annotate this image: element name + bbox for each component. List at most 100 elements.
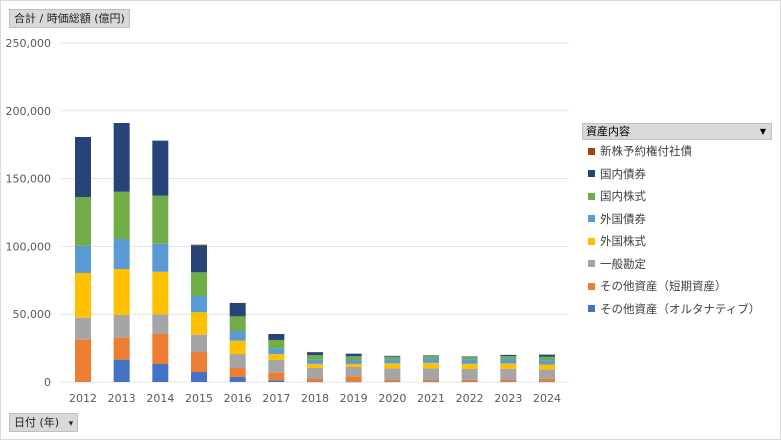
x-tick-label: 2018 [301, 392, 329, 405]
bar-segment-2013-s3 [113, 269, 130, 316]
bar-segment-2022-s0 [461, 381, 478, 383]
bar-segment-2020-s5 [384, 356, 401, 360]
bar-segment-2024-s6 [539, 354, 555, 357]
bar-segment-2015-s2 [191, 334, 207, 353]
bar-segment-2023-s4 [500, 358, 517, 364]
value-field-label: 合計 / 時価総額 (億円) [14, 12, 125, 25]
bar-segment-2013-s0 [113, 359, 130, 382]
bar-segment-2018-s2 [307, 367, 323, 379]
bar-segment-2022-s6 [461, 356, 478, 358]
bar-segment-2023-s5 [500, 356, 517, 359]
bar-segment-2021-s1 [423, 379, 439, 382]
bar-segment-2014-s5 [152, 195, 169, 244]
bar-segment-2016-s4 [229, 331, 246, 341]
bar-segment-2013-s2 [113, 315, 130, 338]
legend-swatch [588, 147, 595, 155]
bar-segment-2017-s4 [268, 348, 285, 355]
bar-segment-2012-s3 [75, 272, 91, 318]
bar-segment-2020-s0 [384, 381, 401, 383]
bar-segment-2017-s6 [268, 333, 285, 340]
y-tick-label: 50,000 [13, 308, 52, 321]
legend-swatch [588, 282, 595, 290]
bar-segment-2024-s1 [539, 378, 555, 382]
x-tick-label: 2017 [262, 392, 290, 405]
bar-segment-2016-s2 [229, 354, 246, 369]
bar-segment-2023-s3 [500, 363, 517, 369]
bar-segment-2016-s3 [229, 340, 246, 355]
bar-segment-2020-s2 [384, 368, 401, 380]
bar-segment-2023-s6 [500, 354, 517, 357]
x-tick-label: 2012 [69, 392, 97, 405]
axis-field-button[interactable]: 日付 (年) ▾ [9, 413, 79, 432]
bar-segment-2014-s1 [152, 333, 169, 364]
y-tick-label: 0 [44, 376, 51, 389]
bar-segment-2023-s2 [500, 368, 517, 380]
bar-segment-2017-s5 [268, 339, 285, 349]
legend-label: 外国株式 [600, 234, 646, 249]
legend-swatch [588, 305, 595, 313]
chevron-down-icon: ▾ [68, 419, 74, 429]
bar-segment-2018-s3 [307, 363, 323, 368]
x-tick-label: 2016 [224, 392, 252, 405]
legend-field-button[interactable]: 資産内容 ▼ [582, 123, 772, 140]
bar-segment-2015-s0 [191, 371, 207, 382]
legend-swatch [588, 260, 595, 268]
bar-segment-2017-s3 [268, 354, 285, 361]
legend-item[interactable]: 新株予約権付社債 [582, 140, 772, 163]
bar-segment-2018-s0 [307, 381, 323, 383]
legend-item[interactable]: その他資産（短期資産） [582, 275, 772, 298]
bar-segment-2014-s4 [152, 243, 169, 272]
bar-segment-2015-s1 [191, 352, 207, 372]
x-tick-label: 2015 [185, 392, 213, 405]
bar-segment-2020-s6 [384, 355, 401, 357]
x-tick-label: 2022 [456, 392, 484, 405]
bar-segment-2018-s6 [307, 352, 323, 356]
bar-segment-2016-s1 [229, 368, 246, 377]
x-tick-label: 2024 [533, 392, 561, 405]
bar-segment-2016-s0 [229, 376, 246, 382]
legend-swatch [588, 215, 595, 223]
bar-segment-2017-s2 [268, 360, 285, 373]
bar-segment-2023-s1 [500, 379, 517, 382]
bar-segment-2014-s6 [152, 140, 169, 196]
bar-segment-2017-s0 [268, 380, 285, 382]
bar-segment-2014-s0 [152, 363, 169, 382]
bar-segment-2017-s1 [268, 372, 285, 381]
legend-item[interactable]: その他資産（オルタナティブ） [582, 298, 772, 321]
legend-item[interactable]: 外国株式 [582, 230, 772, 253]
bar-segment-2021-s5 [423, 356, 439, 359]
bar-segment-2020-s1 [384, 379, 401, 382]
legend-label: 国内株式 [600, 189, 646, 204]
legend-label: 国内債券 [600, 166, 646, 181]
bar-segment-2018-s5 [307, 355, 323, 360]
legend-item[interactable]: 国内債券 [582, 163, 772, 186]
bar-segment-2020-s3 [384, 363, 401, 369]
bar-segment-2019-s5 [345, 356, 362, 361]
bar-segment-2020-s4 [384, 359, 401, 364]
legend-item[interactable]: 外国債券 [582, 208, 772, 231]
bar-segment-2019-s3 [345, 363, 362, 367]
x-tick-label: 2023 [494, 392, 522, 405]
axis-field-label: 日付 (年) [14, 416, 60, 429]
bar-segment-2022-s1 [461, 379, 478, 382]
bar-segment-2022-s2 [461, 368, 478, 380]
bar-segment-2019-s0 [345, 381, 362, 383]
value-field-button[interactable]: 合計 / 時価総額 (億円) [9, 9, 130, 28]
bar-segment-2024-s4 [539, 360, 555, 365]
legend-label: その他資産（短期資産） [600, 279, 727, 294]
bar-segment-2024-s0 [539, 381, 555, 383]
x-tick-label: 2021 [417, 392, 445, 405]
bar-segment-2023-s0 [500, 381, 517, 383]
legend-item[interactable]: 一般勘定 [582, 253, 772, 276]
bar-segment-2018-s4 [307, 359, 323, 364]
legend: 資産内容 ▼ 新株予約権付社債国内債券国内株式外国債券外国株式一般勘定その他資産… [582, 123, 772, 320]
legend-title: 資産内容 [586, 125, 630, 138]
bar-segment-2024-s3 [539, 364, 555, 370]
bar-segment-2018-s1 [307, 378, 323, 382]
legend-swatch [588, 192, 595, 200]
bar-segment-2022-s5 [461, 357, 478, 360]
bar-segment-2012-s2 [75, 317, 91, 340]
legend-item[interactable]: 国内株式 [582, 185, 772, 208]
chevron-down-icon: ▼ [759, 127, 766, 136]
